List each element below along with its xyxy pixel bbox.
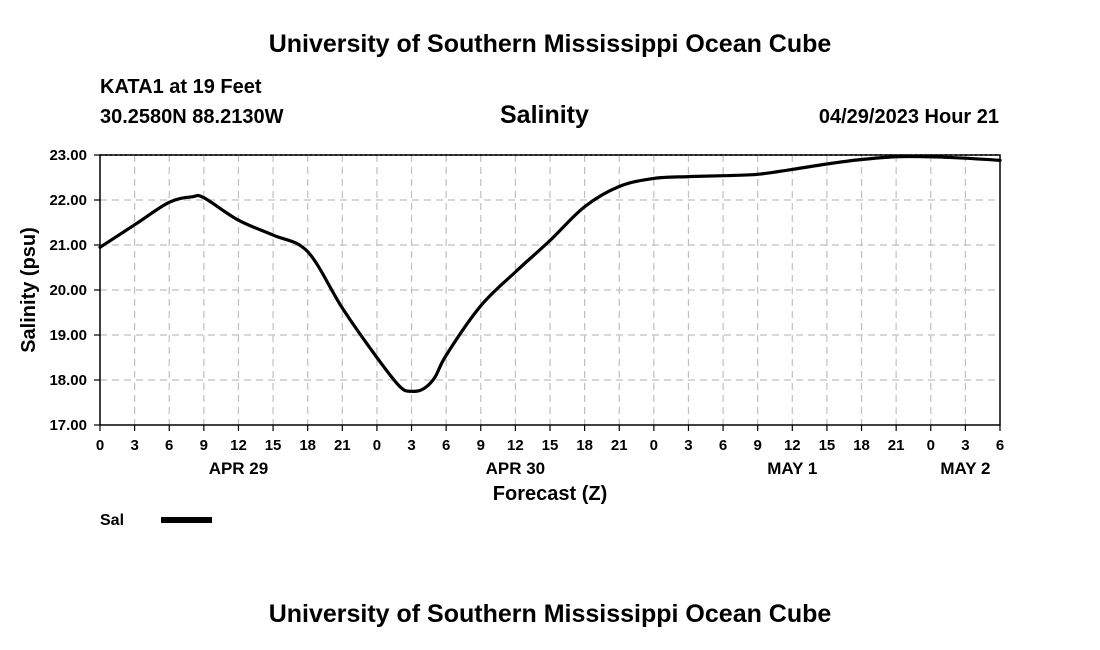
y-tick-label: 17.00 — [49, 417, 87, 434]
x-tick-label: 6 — [442, 437, 450, 454]
x-day-label: MAY 2 — [940, 459, 990, 478]
x-tick-label: 9 — [754, 437, 762, 454]
chart-subtitle: Salinity — [500, 101, 589, 129]
x-tick-label: 12 — [230, 437, 247, 454]
x-tick-label: 9 — [477, 437, 485, 454]
x-tick-label: 15 — [542, 437, 559, 454]
chart-title: University of Southern Mississippi Ocean… — [268, 30, 832, 58]
x-tick-label: 21 — [611, 437, 628, 454]
station-coordinates: 30.2580N 88.2130W — [100, 106, 284, 128]
series-line-sal — [98, 154, 1002, 393]
x-tick-label: 9 — [200, 437, 208, 454]
series-layer — [98, 154, 1002, 393]
x-tick-label: 0 — [650, 437, 658, 454]
x-axis-label: Forecast (Z) — [493, 483, 607, 505]
x-tick-label: 15 — [265, 437, 282, 454]
footer-title: University of Southern Mississippi Ocean… — [268, 600, 832, 628]
grid-lines — [100, 155, 1000, 425]
y-axis-label: Salinity (psu) — [18, 227, 40, 353]
x-tick-label: 0 — [373, 437, 381, 454]
y-tick-label: 22.00 — [49, 192, 87, 209]
x-day-label: APR 29 — [209, 459, 269, 478]
station-label: KATA1 at 19 Feet — [100, 76, 262, 98]
forecast-datetime: 04/29/2023 Hour 21 — [818, 106, 999, 128]
x-tick-label: 3 — [684, 437, 692, 454]
x-tick-label: 6 — [165, 437, 173, 454]
x-tick-label: 12 — [784, 437, 801, 454]
x-tick-label: 21 — [334, 437, 351, 454]
y-tick-label: 23.00 — [49, 147, 87, 164]
legend-label: Sal — [100, 512, 124, 529]
x-tick-label: 6 — [996, 437, 1004, 454]
y-tick-label: 19.00 — [49, 327, 87, 344]
x-tick-label: 18 — [576, 437, 593, 454]
x-day-label: MAY 1 — [767, 459, 817, 478]
x-tick-label: 12 — [507, 437, 524, 454]
x-tick-label: 15 — [819, 437, 836, 454]
axes: 23.00 22.00 21.00 20.00 19.00 18.00 17.00 0 3 6 9 1… — [49, 147, 1004, 478]
x-tick-label: 18 — [299, 437, 316, 454]
x-tick-label: 18 — [853, 437, 870, 454]
x-tick-label: 0 — [96, 437, 104, 454]
y-tick-label: 20.00 — [49, 282, 87, 299]
y-tick-label: 18.00 — [49, 372, 87, 389]
x-day-label: APR 30 — [486, 459, 546, 478]
x-tick-label: 3 — [961, 437, 969, 454]
x-tick-label: 3 — [130, 437, 138, 454]
x-tick-label: 3 — [407, 437, 415, 454]
y-tick-label: 21.00 — [49, 237, 87, 254]
x-tick-label: 0 — [927, 437, 935, 454]
x-tick-label: 21 — [888, 437, 905, 454]
x-tick-label: 6 — [719, 437, 727, 454]
